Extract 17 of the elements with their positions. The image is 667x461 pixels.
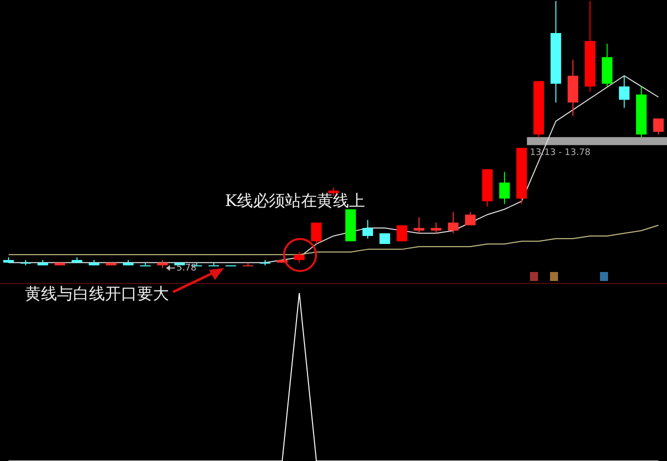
candlestick — [294, 251, 305, 264]
candlestick — [311, 222, 322, 244]
candlestick — [653, 118, 664, 135]
annotation: 黄线与白线开口要大 — [25, 284, 169, 305]
candlestick — [140, 262, 151, 266]
candlestick — [414, 216, 424, 234]
annotation: 5.78 — [176, 263, 197, 274]
candlestick — [430, 222, 442, 234]
candlestick — [362, 219, 374, 240]
candlestick — [618, 75, 630, 108]
candlestick — [242, 262, 254, 266]
candlestick — [396, 224, 408, 242]
candlestick — [465, 211, 476, 226]
candlestick — [208, 262, 220, 266]
candlestick — [499, 171, 510, 204]
annotation: K线必须站在黄线上 — [225, 191, 365, 212]
candlestick — [448, 211, 459, 234]
